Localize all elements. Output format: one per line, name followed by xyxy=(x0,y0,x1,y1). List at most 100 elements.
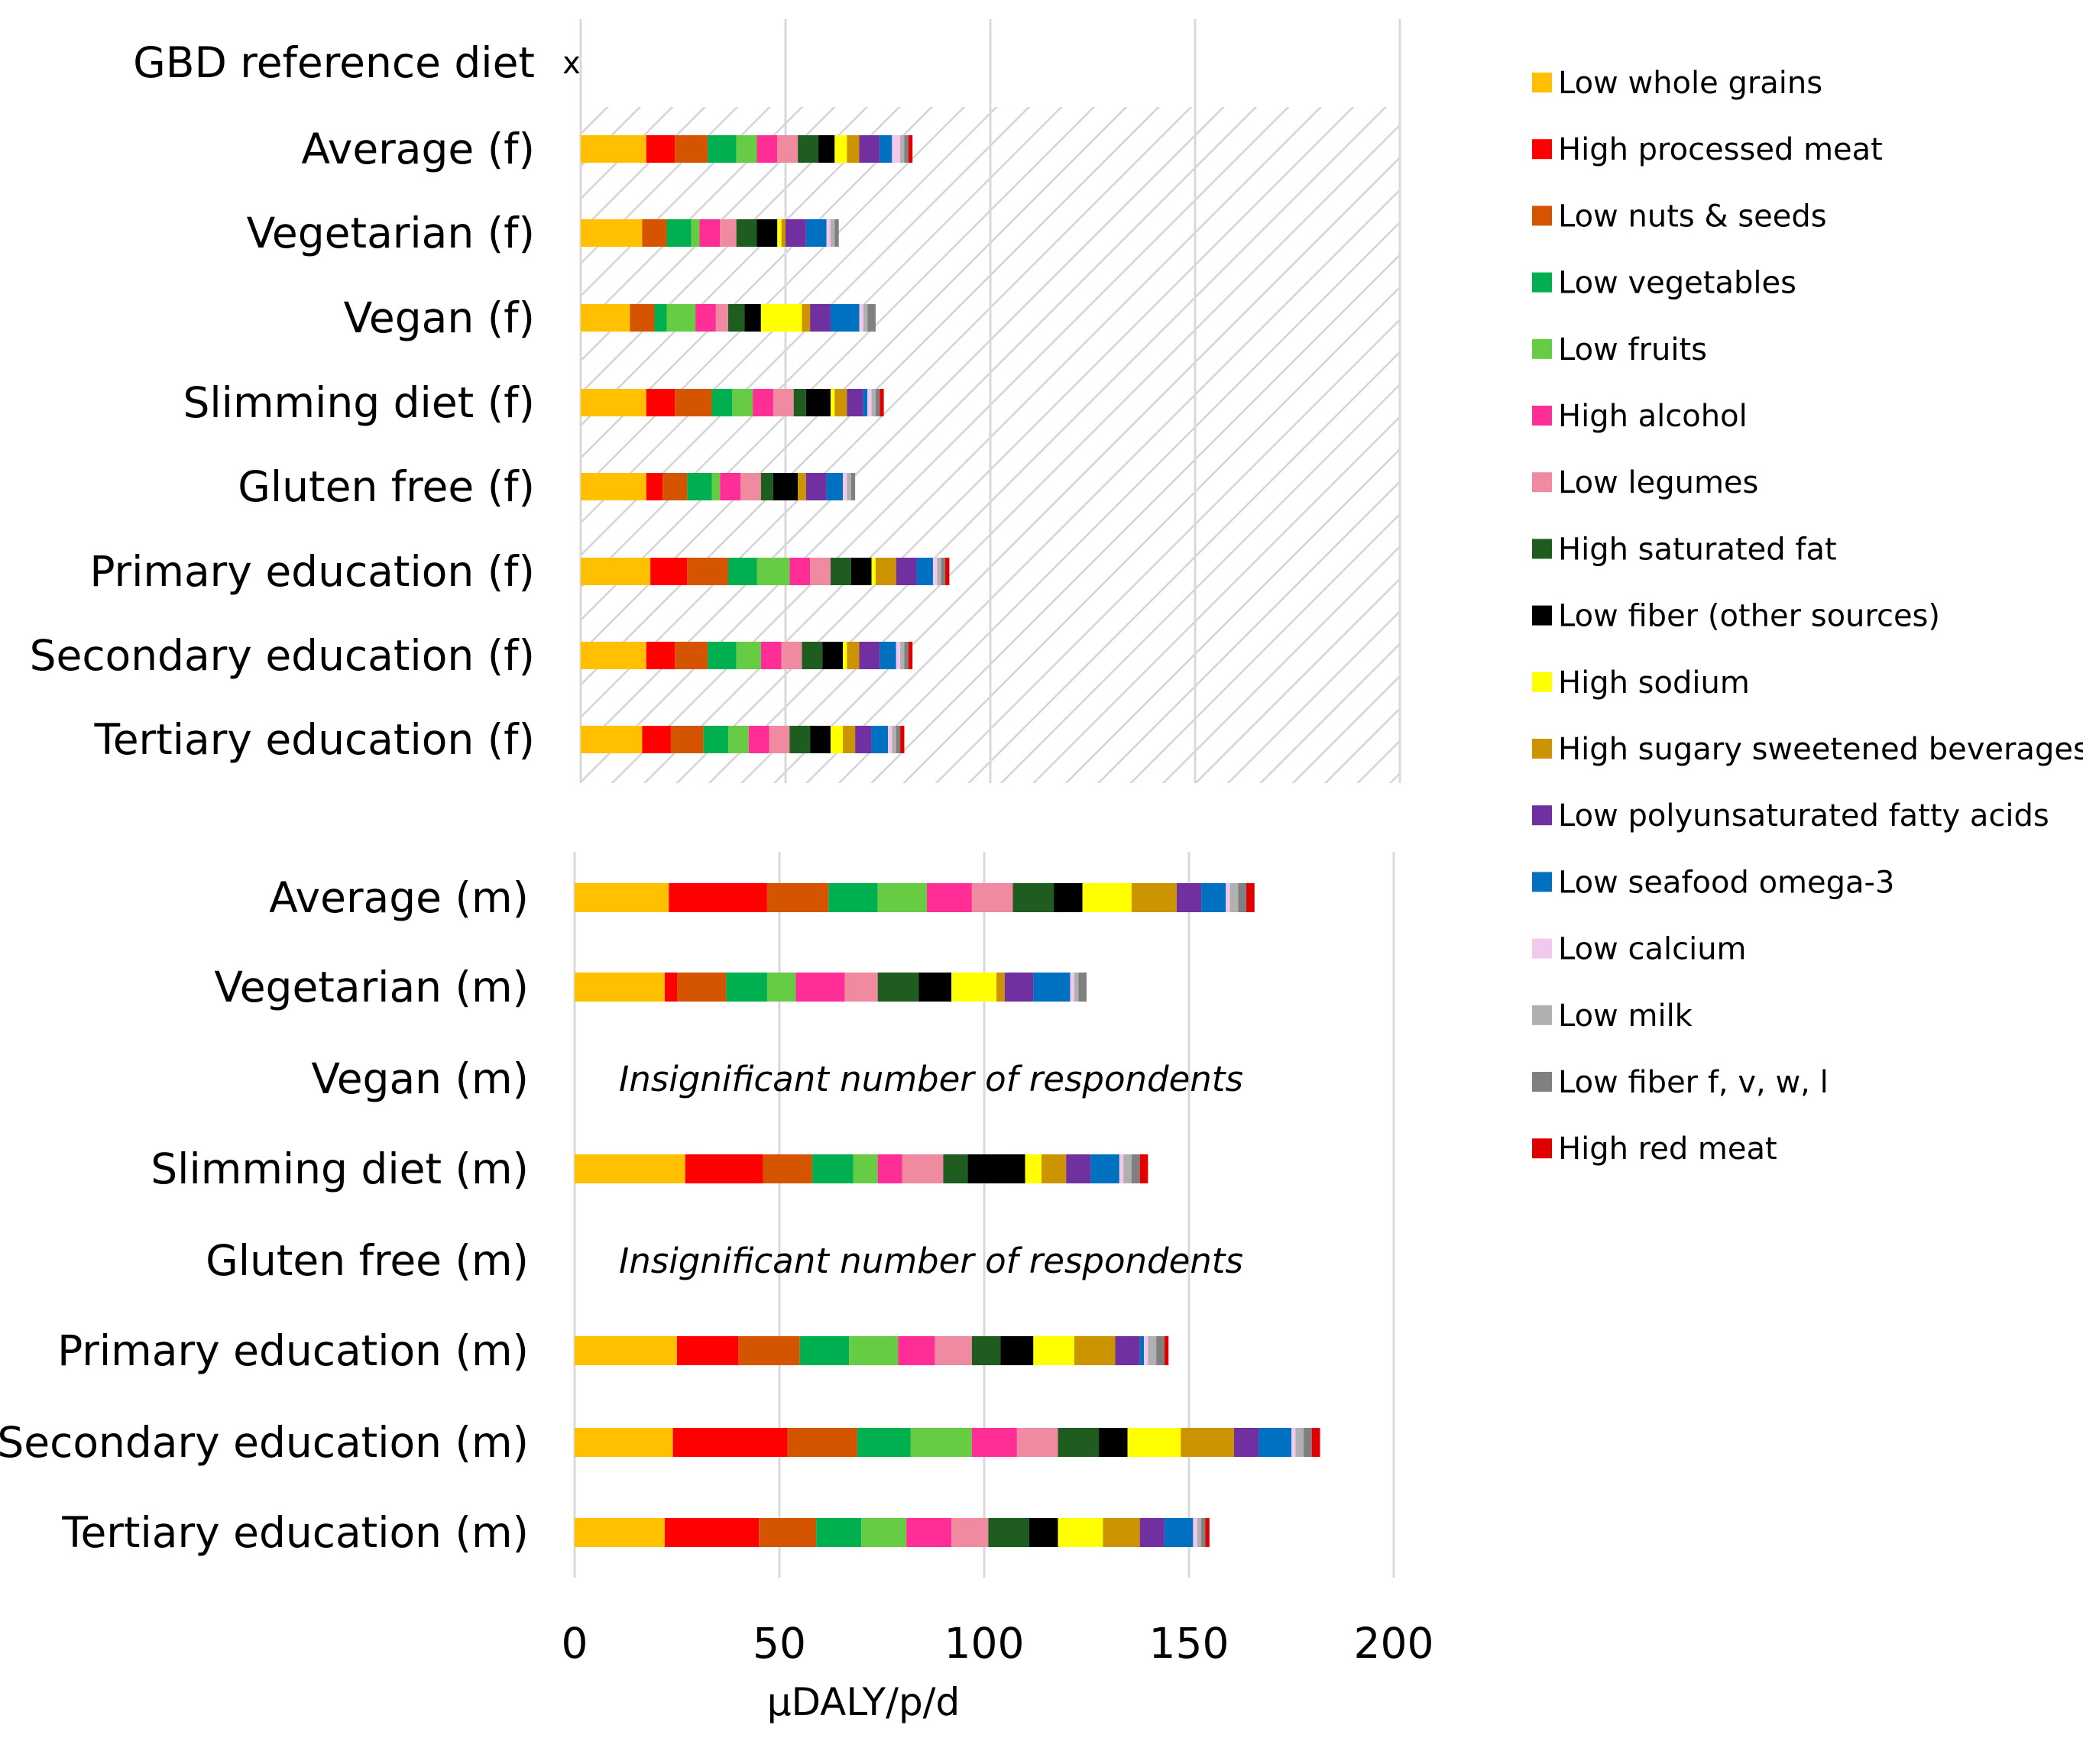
bar-segment-low-legumes-gluten-free-f xyxy=(740,473,761,500)
bar-segment-high-sodium-slimming-diet-m xyxy=(1025,1154,1042,1183)
bar-segment-high-saturated-fat-tertiary-education-f xyxy=(789,726,811,753)
bar-segment-low-whole-grains-tertiary-education-m xyxy=(575,1518,665,1547)
bar-segment-high-saturated-fat-secondary-education-f xyxy=(802,642,823,669)
bar-segment-low-milk-secondary-education-f xyxy=(900,642,905,669)
bar-segment-high-sugary-sweetened-beverages-secondary-education-m xyxy=(1181,1428,1234,1457)
category-label-gluten-free-f: Gluten free (f) xyxy=(238,462,535,511)
bar-segment-low-fiber-f-v-w-l-vegetarian-f xyxy=(834,219,839,247)
bar-segment-low-fiber-other-sources-tertiary-education-f xyxy=(810,726,831,753)
legend-swatch-high-sodium xyxy=(1532,672,1552,692)
bar-segment-low-fruits-slimming-diet-f xyxy=(732,389,753,416)
bar-segment-high-alcohol-tertiary-education-f xyxy=(748,726,769,753)
bar-segment-high-processed-meat-tertiary-education-f xyxy=(642,726,671,753)
bar-segment-low-fruits-gluten-free-f xyxy=(711,473,721,500)
legend-label-low-polyunsaturated-fatty-acids: Low polyunsaturated fatty acids xyxy=(1558,798,2049,833)
bar-segment-low-fiber-other-sources-average-f xyxy=(818,135,835,163)
bar-segment-high-processed-meat-slimming-diet-f xyxy=(646,389,675,416)
bar-segment-low-fiber-other-sources-gluten-free-f xyxy=(773,473,799,500)
bar-segment-high-sodium-average-f xyxy=(834,135,847,163)
bar-segment-low-legumes-secondary-education-f xyxy=(781,642,802,669)
bar-segment-low-nuts-seeds-vegetarian-f xyxy=(642,219,667,247)
bar-segment-low-legumes-vegan-f xyxy=(715,304,728,332)
bar-segment-low-seafood-omega-3-primary-education-m xyxy=(1139,1336,1145,1365)
bar-segment-high-processed-meat-average-m xyxy=(669,883,767,912)
legend-swatch-low-whole-grains xyxy=(1532,73,1552,92)
legend-label-low-fiber-other-sources: Low fiber (other sources) xyxy=(1558,599,1940,634)
bar-segment-high-processed-meat-vegetarian-m xyxy=(664,973,677,1002)
bar-segment-low-vegetables-average-f xyxy=(708,135,737,163)
bar-segment-low-milk-primary-education-m xyxy=(1148,1336,1157,1365)
bar-segment-low-vegetables-vegetarian-f xyxy=(666,219,692,247)
bar-segment-high-red-meat-average-f xyxy=(908,135,913,163)
bar-segment-high-sodium-secondary-education-f xyxy=(843,642,847,669)
bar-segment-high-sugary-sweetened-beverages-primary-education-m xyxy=(1074,1336,1116,1365)
legend-swatch-low-vegetables xyxy=(1532,272,1552,293)
category-label-vegetarian-m: Vegetarian (m) xyxy=(214,963,529,1011)
legend-label-low-seafood-omega-3: Low seafood omega-3 xyxy=(1558,865,1894,900)
bar-segment-low-fiber-other-sources-primary-education-m xyxy=(1000,1336,1034,1365)
bar-segment-low-fiber-f-v-w-l-tertiary-education-f xyxy=(896,726,901,753)
legend-swatch-low-legumes xyxy=(1532,472,1552,493)
bar-segment-low-legumes-primary-education-m xyxy=(935,1336,972,1365)
bar-segment-low-seafood-omega-3-secondary-education-m xyxy=(1259,1428,1291,1457)
bar-segment-low-seafood-omega-3-gluten-free-f xyxy=(826,473,844,500)
bar-segment-low-polyunsaturated-fatty-acids-tertiary-education-f xyxy=(855,726,872,753)
legend-label-high-saturated-fat: High saturated fat xyxy=(1558,532,1837,567)
bar-segment-high-alcohol-vegetarian-m xyxy=(795,973,845,1002)
bar-segment-high-red-meat-slimming-diet-m xyxy=(1139,1154,1148,1183)
category-label-average-f: Average (f) xyxy=(301,125,535,173)
bar-segment-low-fiber-f-v-w-l-slimming-diet-f xyxy=(875,389,880,416)
bar-segment-low-fiber-f-v-w-l-secondary-education-m xyxy=(1304,1428,1312,1457)
bar-segment-low-calcium-vegetarian-f xyxy=(826,219,831,247)
reference-marker: x xyxy=(562,46,581,81)
bar-segment-low-seafood-omega-3-tertiary-education-f xyxy=(871,726,888,753)
bar-segment-low-seafood-omega-3-vegetarian-m xyxy=(1033,973,1071,1002)
bar-segment-high-sodium-tertiary-education-f xyxy=(830,726,844,753)
bar-segment-low-polyunsaturated-fatty-acids-secondary-education-f xyxy=(859,642,880,669)
bar-segment-low-calcium-slimming-diet-f xyxy=(867,389,872,416)
bar-segment-low-fiber-other-sources-secondary-education-f xyxy=(822,642,844,669)
bar-segment-low-nuts-seeds-slimming-diet-f xyxy=(675,389,712,416)
category-label-tertiary-education-f: Tertiary education (f) xyxy=(93,715,535,764)
bar-segment-low-fruits-primary-education-m xyxy=(849,1336,899,1365)
bar-segment-low-legumes-vegetarian-f xyxy=(720,219,737,247)
bar-segment-low-fruits-average-m xyxy=(877,883,927,912)
bar-segment-low-nuts-seeds-tertiary-education-f xyxy=(670,726,704,753)
bar-segment-low-fiber-f-v-w-l-average-m xyxy=(1238,883,1247,912)
bar-segment-low-fiber-f-v-w-l-gluten-free-f xyxy=(850,473,856,500)
bar-segment-low-calcium-secondary-education-f xyxy=(896,642,901,669)
x-axis-title: µDALY/p/d xyxy=(767,1680,961,1724)
bar-segment-low-legumes-slimming-diet-m xyxy=(902,1154,944,1183)
bar-segment-low-calcium-average-m xyxy=(1226,883,1230,912)
bar-segment-low-fruits-vegetarian-f xyxy=(691,219,700,247)
bar-segment-low-milk-vegan-f xyxy=(863,304,868,332)
bar-segment-low-whole-grains-primary-education-m xyxy=(575,1336,677,1365)
bar-segment-low-milk-slimming-diet-m xyxy=(1123,1154,1132,1183)
bar-segment-low-vegetables-secondary-education-f xyxy=(708,642,737,669)
bar-segment-high-alcohol-average-m xyxy=(926,883,972,912)
bar-segment-low-seafood-omega-3-vegan-f xyxy=(830,304,860,332)
bar-segment-low-nuts-seeds-vegetarian-m xyxy=(677,973,727,1002)
bar-segment-high-sodium-vegetarian-f xyxy=(777,219,782,247)
bar-segment-low-milk-average-f xyxy=(900,135,905,163)
legend-label-low-milk: Low milk xyxy=(1558,999,1693,1034)
x-tick-label-50: 50 xyxy=(753,1619,806,1668)
bar-segment-low-milk-vegetarian-m xyxy=(1074,973,1079,1002)
bar-segment-high-alcohol-gluten-free-f xyxy=(720,473,741,500)
legend-label-high-sodium: High sodium xyxy=(1558,665,1750,701)
bar-segment-low-nuts-seeds-primary-education-m xyxy=(738,1336,800,1365)
legend-swatch-low-fruits xyxy=(1532,338,1552,359)
bar-segment-low-milk-tertiary-education-f xyxy=(892,726,896,753)
bar-segment-low-legumes-tertiary-education-f xyxy=(769,726,790,753)
bar-segment-low-milk-tertiary-education-m xyxy=(1197,1518,1202,1547)
x-tick-label-150: 150 xyxy=(1149,1619,1229,1668)
bar-segment-low-nuts-seeds-secondary-education-m xyxy=(787,1428,857,1457)
bar-segment-low-fiber-f-v-w-l-vegan-f xyxy=(867,304,876,332)
bar-segment-low-fiber-other-sources-tertiary-education-m xyxy=(1029,1518,1058,1547)
bar-segment-high-sodium-vegan-f xyxy=(760,304,802,332)
category-label-slimming-diet-f: Slimming diet (f) xyxy=(183,378,535,427)
category-label-vegetarian-f: Vegetarian (f) xyxy=(247,209,535,257)
bar-segment-low-nuts-seeds-secondary-education-f xyxy=(675,642,708,669)
bar-segment-low-fiber-other-sources-slimming-diet-f xyxy=(805,389,831,416)
x-tick-label-100: 100 xyxy=(944,1619,1025,1668)
